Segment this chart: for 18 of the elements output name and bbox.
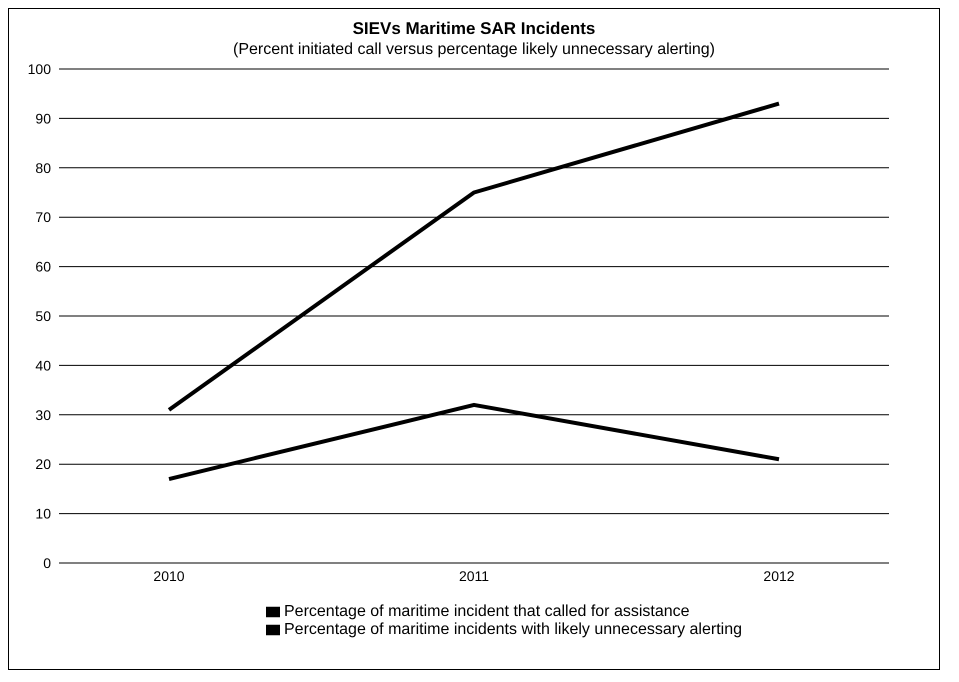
y-tick-label: 90 bbox=[35, 110, 52, 126]
y-tick-label: 100 bbox=[28, 60, 52, 77]
y-tick-label: 20 bbox=[35, 456, 52, 472]
y-tick-label: 60 bbox=[35, 258, 52, 275]
y-tick-label: 50 bbox=[35, 308, 52, 324]
x-tick-label: 2010 bbox=[153, 568, 185, 584]
y-tick-label: 0 bbox=[43, 554, 52, 571]
legend-label: Percentage of maritime incident that called for assistance bbox=[284, 603, 690, 620]
x-tick-label: 2011 bbox=[458, 568, 490, 584]
y-tick-label: 10 bbox=[35, 506, 52, 522]
chart-title: SIEVs Maritime SAR Incidents bbox=[352, 19, 596, 39]
y-tick-label: 70 bbox=[35, 209, 52, 226]
y-tick-label: 40 bbox=[35, 357, 52, 374]
y-tick-label: 30 bbox=[35, 406, 52, 423]
x-tick-label: 2012 bbox=[763, 568, 795, 584]
legend-label: Percentage of maritime incidents with likely unnecessary alerting bbox=[284, 621, 742, 638]
chart-subtitle: (Percent initiated call versus percentage likely unnecessary alerting) bbox=[232, 41, 716, 59]
y-tick-label: 80 bbox=[35, 160, 52, 176]
